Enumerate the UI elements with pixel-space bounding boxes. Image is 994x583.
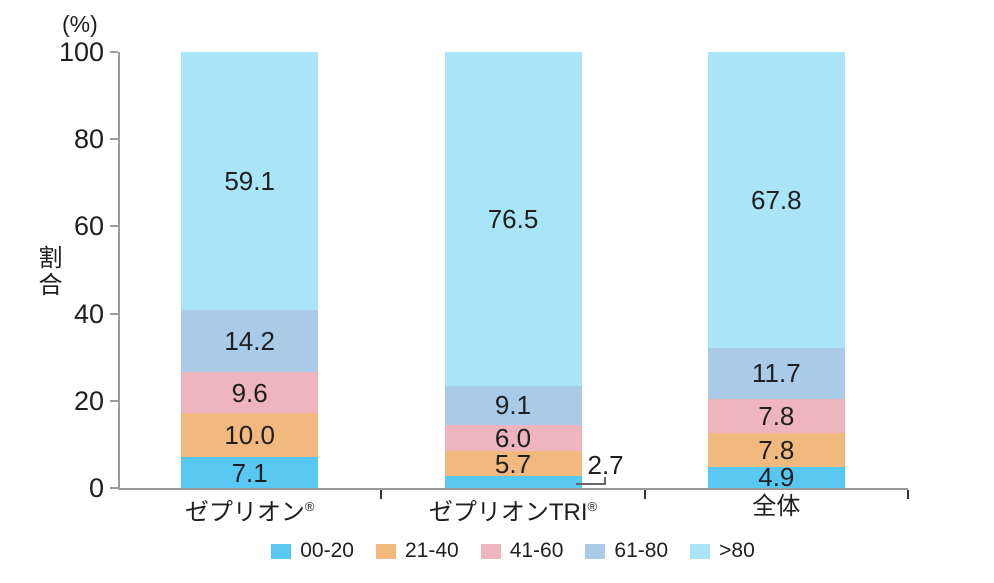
- callout-line: [575, 477, 606, 486]
- legend-item: 61-80: [585, 539, 668, 563]
- bar-segment-label: 4.9: [758, 462, 795, 493]
- legend-label: 41-60: [509, 539, 564, 562]
- bar-segment-label: 7.8: [758, 434, 795, 465]
- legend-label: 61-80: [614, 539, 669, 562]
- category-name: ゼプリオン: [184, 499, 305, 526]
- y-axis-unit-label: (%): [62, 11, 98, 37]
- legend-label: >80: [719, 539, 755, 562]
- bar-segment-label: 14.2: [224, 325, 275, 356]
- bar-segment-label: 9.6: [231, 377, 268, 408]
- bar-segment-21-40: [444, 451, 582, 477]
- y-axis-line: [118, 52, 120, 490]
- bar-segment->80: [444, 52, 582, 386]
- category-name: 全体: [752, 493, 801, 520]
- y-axis-tick: [110, 51, 118, 53]
- legend: 00-20 21-40 41-60 61-80 >80: [32, 539, 994, 563]
- y-axis-tick-label: 60: [73, 211, 104, 242]
- bar-segment-61-80: [707, 347, 845, 399]
- bar-segment-61-80: [444, 385, 582, 426]
- y-axis-tick: [110, 399, 118, 402]
- y-axis-tick: [110, 138, 118, 141]
- legend-swatch: [375, 543, 396, 559]
- bar-segment-label: 7.8: [758, 400, 795, 431]
- bar-segment-41-60: [707, 398, 845, 433]
- x-axis-line: [118, 488, 908, 490]
- x-axis-category-label: 全体: [646, 494, 906, 520]
- legend-swatch: [480, 543, 501, 559]
- y-axis-tick-label: 80: [73, 124, 104, 155]
- bar-segment-label: 9.1: [494, 390, 532, 421]
- bar-segment->80: [181, 52, 319, 310]
- legend-item: 21-40: [375, 539, 459, 563]
- bar-segment-label: 76.5: [487, 203, 539, 234]
- bar-segment-label: 7.1: [231, 457, 268, 488]
- bar-segment-label: 6.0: [494, 423, 532, 454]
- x-axis-tick: [907, 490, 909, 499]
- x-axis-category-label: ゼプリオン®: [120, 494, 380, 526]
- legend-swatch: [271, 543, 292, 559]
- legend-swatch: [690, 543, 711, 559]
- y-axis-tick: [110, 487, 118, 489]
- bar-segment-41-60: [444, 425, 582, 452]
- bar-segment-label: 10.0: [224, 420, 275, 451]
- legend-item: 41-60: [480, 539, 564, 563]
- y-axis-title: 割合: [34, 245, 61, 299]
- bar-segment-41-60: [181, 371, 319, 414]
- bar-segment-00-20: [707, 466, 845, 488]
- x-axis-tick: [380, 490, 383, 499]
- legend-swatch: [585, 543, 606, 559]
- bar-segment-00-20: [181, 457, 319, 488]
- y-axis-tick: [110, 312, 118, 315]
- y-axis-tick-label: 0: [88, 473, 104, 503]
- registered-mark: ®: [304, 499, 315, 514]
- bar-segment-label: 67.8: [751, 184, 802, 215]
- bar-segment-61-80: [181, 309, 319, 372]
- legend-item: >80: [690, 539, 755, 563]
- bar-segment-21-40: [707, 432, 845, 467]
- legend-label: 21-40: [404, 539, 459, 562]
- bar-segment-label: 59.1: [224, 165, 275, 196]
- bar-segment-00-20: [444, 476, 582, 488]
- y-axis-tick: [110, 225, 118, 228]
- y-axis-tick-label: 20: [73, 385, 104, 416]
- callout-label: 2.7: [587, 450, 624, 481]
- legend-label: 00-20: [300, 539, 354, 562]
- y-axis-tick-label: 100: [58, 37, 104, 67]
- bar-segment-21-40: [181, 413, 319, 458]
- bar-segment->80: [707, 52, 845, 348]
- x-axis-tick: [643, 490, 646, 499]
- category-name: ゼプリオンTRI: [428, 499, 588, 526]
- y-axis-tick-label: 40: [73, 298, 104, 329]
- registered-mark: ®: [587, 499, 598, 514]
- bar-segment-label: 5.7: [494, 448, 532, 479]
- bar-segment-label: 11.7: [751, 358, 801, 389]
- x-axis-category-label: ゼプリオンTRI®: [383, 494, 643, 526]
- legend-item: 00-20: [271, 539, 354, 563]
